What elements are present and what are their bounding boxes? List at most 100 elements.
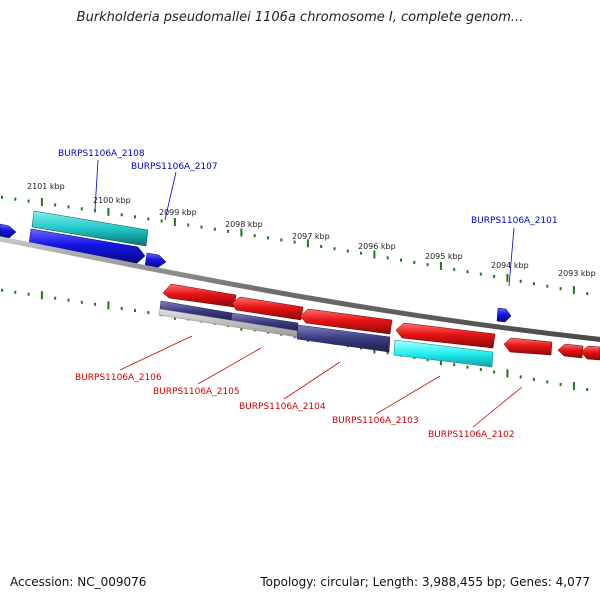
- minor-tick: [80, 300, 83, 304]
- minor-tick: [80, 207, 83, 211]
- kbp-label: 2093 kbp: [558, 269, 596, 278]
- gene-arrow[interactable]: [503, 337, 553, 356]
- minor-tick: [400, 258, 402, 262]
- gene-label[interactable]: BURPS1106A_2102: [428, 430, 515, 440]
- genome-title: Burkholderia pseudomallei 1106a chromoso…: [76, 10, 524, 25]
- minor-tick: [586, 292, 589, 296]
- major-tick: [439, 262, 442, 270]
- gene-arrow[interactable]: [393, 339, 494, 368]
- minor-tick: [346, 249, 349, 253]
- gene-arrow[interactable]: [0, 223, 17, 239]
- minor-tick: [253, 234, 256, 238]
- leader-line: [119, 335, 193, 371]
- minor-tick: [120, 213, 123, 217]
- reverse-gene-labels: BURPS1106A_2106 BURPS1106A_2105 BURPS110…: [75, 373, 515, 440]
- major-tick: [506, 273, 509, 282]
- gene-arrow[interactable]: [31, 210, 149, 247]
- chromosome-backbone: [0, 236, 600, 342]
- major-tick: [572, 382, 575, 390]
- minor-tick: [453, 267, 456, 271]
- gene-arrow[interactable]: [299, 308, 393, 335]
- minor-tick: [27, 199, 30, 203]
- minor-tick: [466, 270, 469, 274]
- minor-tick: [293, 240, 296, 244]
- minor-tick: [14, 197, 17, 201]
- gene-label[interactable]: BURPS1106A_2105: [153, 387, 240, 397]
- minor-tick: [360, 251, 363, 255]
- major-tick: [173, 218, 176, 226]
- leader-line: [94, 159, 99, 211]
- reverse-strand-genes: [158, 283, 600, 368]
- major-tick: [506, 369, 509, 378]
- minor-tick: [94, 302, 97, 306]
- minor-tick: [200, 225, 203, 229]
- minor-tick: [67, 298, 70, 302]
- leader-line: [508, 227, 515, 287]
- minor-tick: [559, 287, 562, 291]
- minor-tick: [386, 256, 389, 260]
- minor-tick: [120, 306, 123, 310]
- leader-line: [472, 386, 523, 428]
- minor-tick: [333, 247, 336, 251]
- major-tick: [107, 301, 110, 310]
- kbp-label: 2098 kbp: [225, 220, 263, 229]
- leader-line: [197, 347, 262, 385]
- kbp-label: 2097 kbp: [292, 232, 330, 241]
- kbp-label: 2101 kbp: [27, 182, 65, 191]
- minor-tick: [94, 209, 97, 213]
- major-tick: [572, 286, 575, 295]
- forward-strand-genes: [0, 210, 512, 323]
- minor-tick: [147, 217, 150, 221]
- minor-tick: [213, 227, 216, 231]
- major-tick: [40, 291, 43, 300]
- gene-label[interactable]: BURPS1106A_2101: [471, 216, 558, 226]
- kbp-label: 2095 kbp: [425, 252, 463, 261]
- gene-arrow[interactable]: [557, 343, 584, 359]
- minor-tick: [546, 284, 549, 288]
- minor-tick: [559, 382, 562, 386]
- minor-tick: [426, 263, 429, 267]
- gene-arrow[interactable]: [496, 307, 512, 323]
- minor-tick: [533, 377, 535, 381]
- minor-tick: [187, 223, 190, 227]
- kbp-label: 2094 kbp: [491, 261, 529, 270]
- minor-tick: [320, 245, 323, 248]
- gene-arrow[interactable]: [144, 252, 167, 269]
- genome-summary-text: Topology: circular; Length: 3,988,455 bp…: [260, 575, 590, 589]
- gene-label[interactable]: BURPS1106A_2104: [239, 402, 326, 412]
- forward-gene-labels: BURPS1106A_2108 BURPS1106A_2107 BURPS110…: [58, 149, 558, 226]
- gene-label[interactable]: BURPS1106A_2108: [58, 149, 145, 159]
- kbp-label: 2096 kbp: [358, 242, 396, 251]
- reverse-leader-lines: [119, 335, 523, 428]
- forward-leader-lines: [94, 159, 515, 287]
- minor-tick: [67, 205, 70, 209]
- gene-arrow[interactable]: [580, 345, 600, 361]
- minor-tick: [267, 236, 269, 240]
- minor-tick: [519, 279, 522, 283]
- gene-arrow[interactable]: [296, 324, 391, 353]
- major-tick: [107, 207, 110, 216]
- gene-label[interactable]: BURPS1106A_2106: [75, 373, 162, 383]
- minor-tick: [227, 229, 230, 233]
- minor-tick: [453, 363, 456, 367]
- minor-tick: [160, 219, 163, 223]
- minor-tick: [413, 260, 416, 264]
- gene-arrow[interactable]: [28, 228, 146, 265]
- gene-arrow[interactable]: [231, 296, 304, 321]
- minor-tick: [54, 296, 57, 300]
- minor-tick: [27, 292, 30, 296]
- gene-label[interactable]: BURPS1106A_2107: [131, 162, 218, 172]
- minor-tick: [519, 375, 522, 379]
- minor-tick: [466, 365, 469, 369]
- minor-tick: [533, 282, 535, 286]
- minor-tick: [493, 275, 496, 278]
- accession-text: Accession: NC_009076: [10, 575, 147, 589]
- minor-tick: [54, 203, 57, 207]
- gene-label[interactable]: BURPS1106A_2103: [332, 416, 419, 426]
- minor-tick: [134, 215, 136, 219]
- gene-arrow[interactable]: [395, 322, 496, 349]
- major-tick: [40, 198, 43, 206]
- minor-tick: [386, 351, 389, 355]
